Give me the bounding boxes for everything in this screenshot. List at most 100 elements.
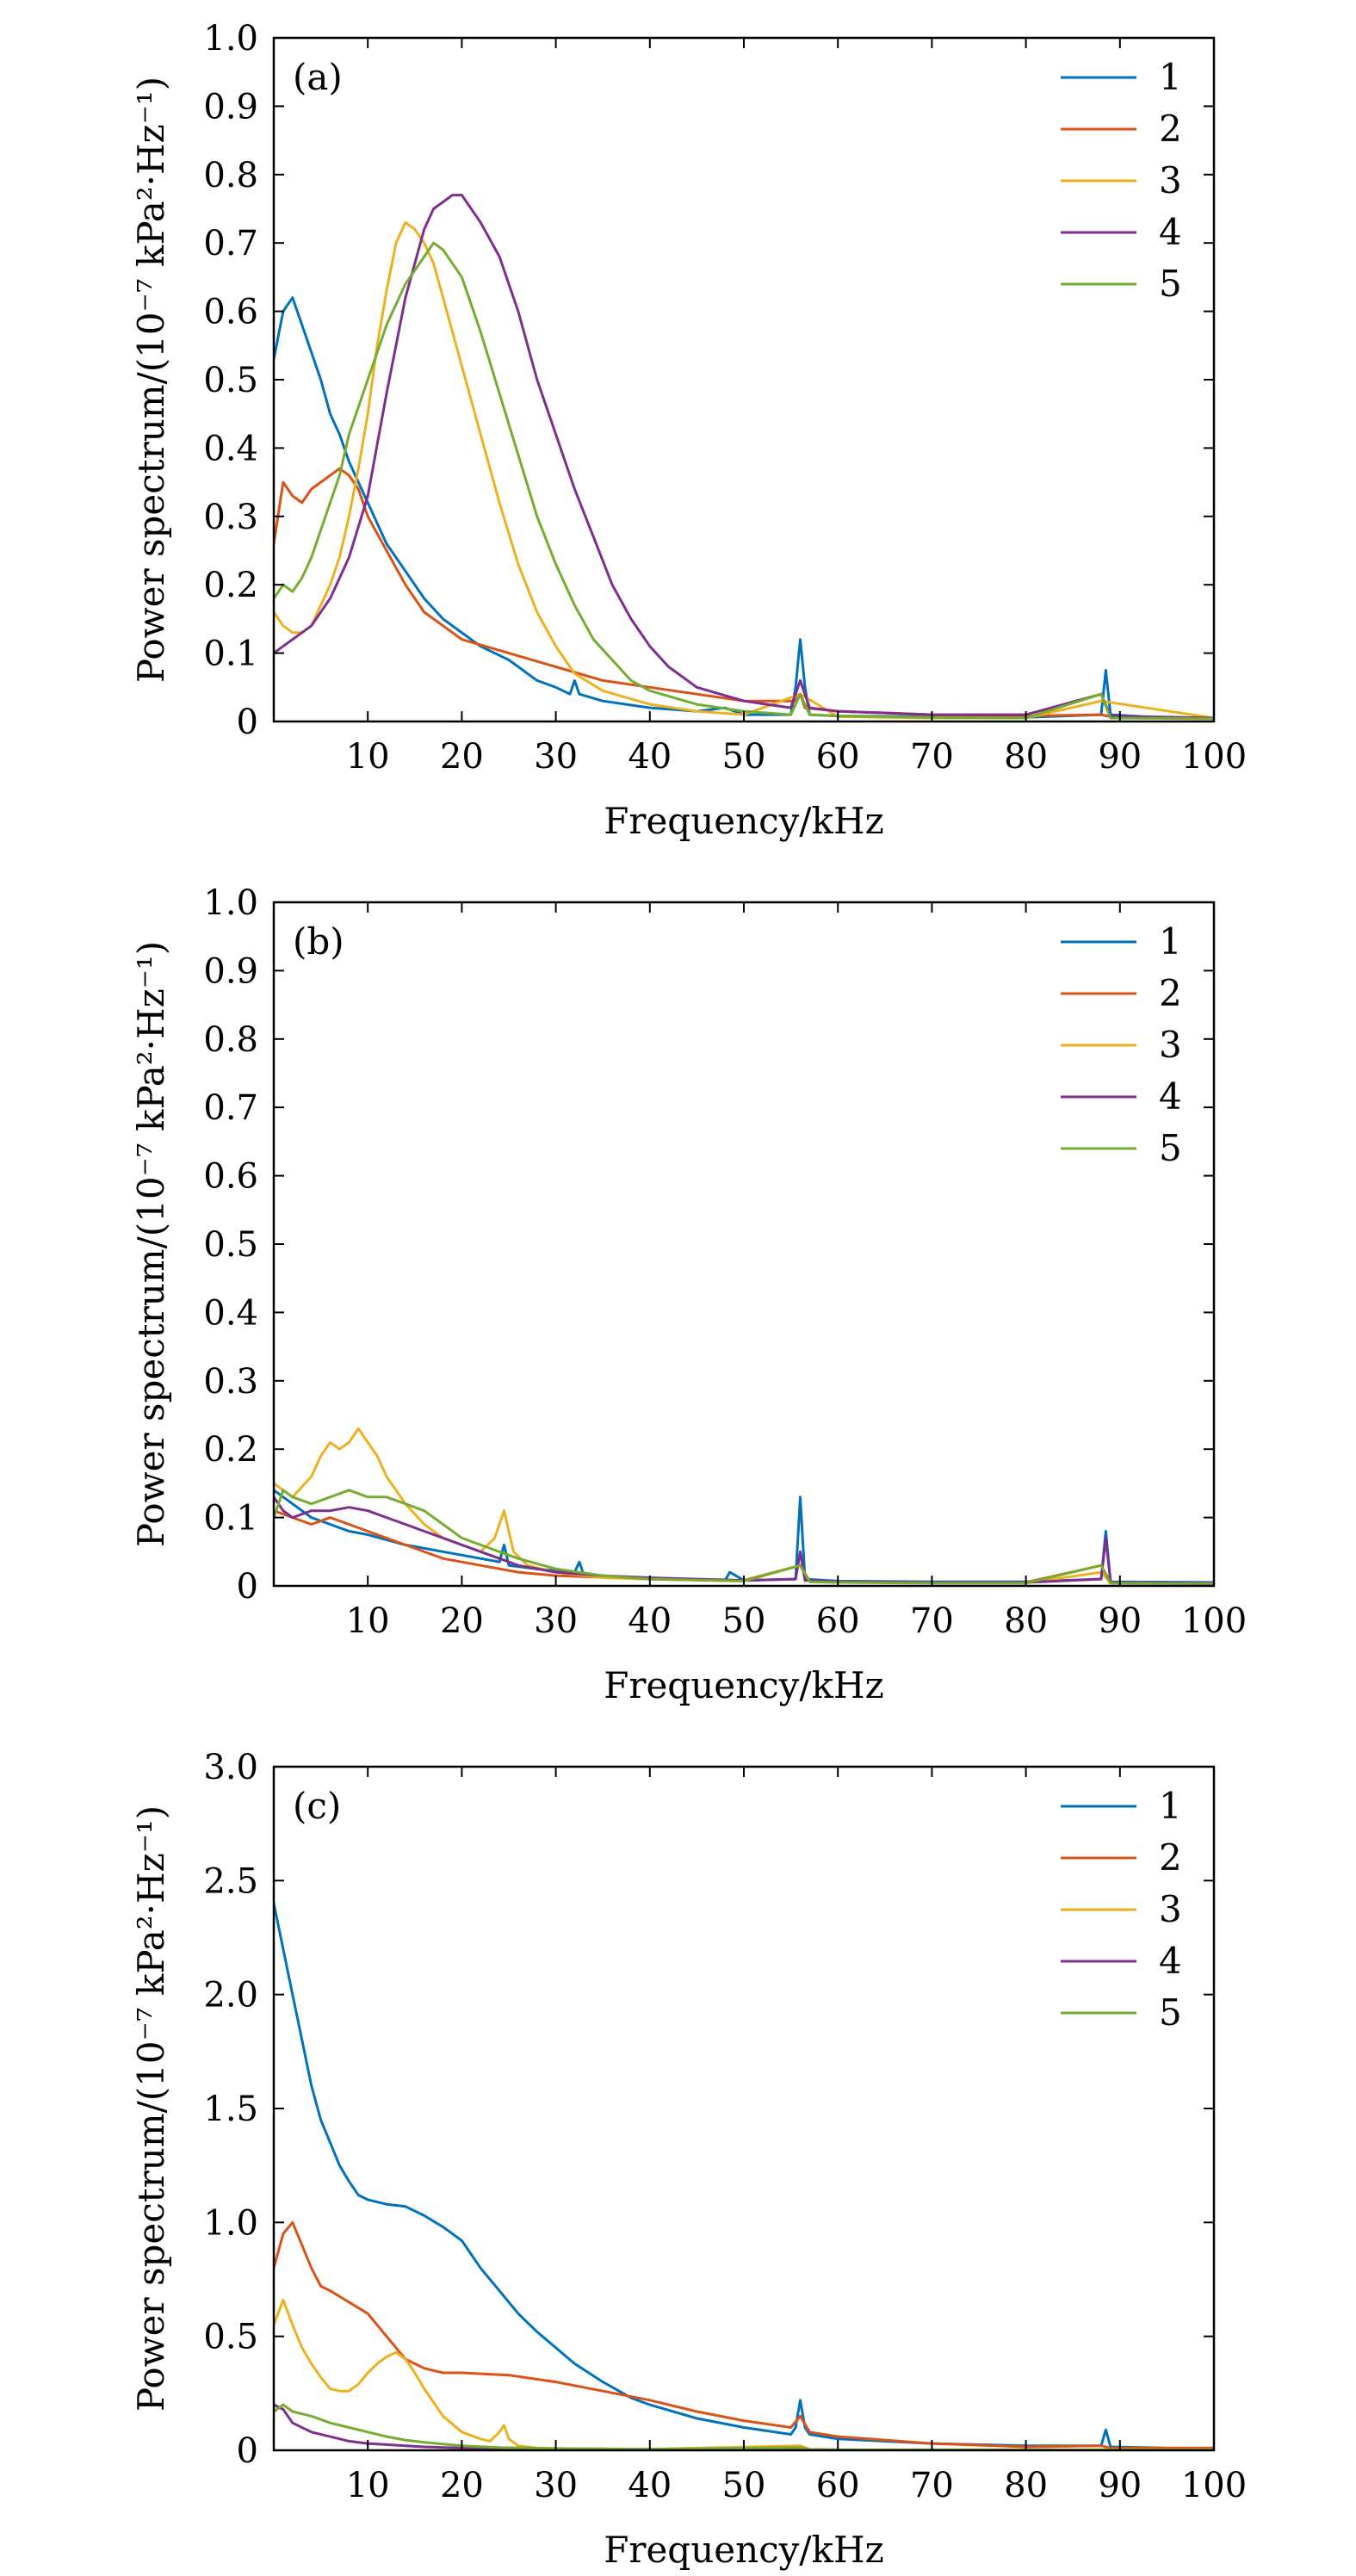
y-tick-label: 1.0: [203, 19, 258, 59]
y-tick-label: 0.1: [203, 635, 258, 674]
y-tick-label: 0.6: [203, 1157, 258, 1197]
x-tick-label: 30: [534, 2466, 578, 2505]
x-tick-label: 100: [1181, 737, 1247, 777]
plot-area: [274, 1427, 1214, 1586]
y-tick-label: 0.9: [203, 87, 258, 127]
x-tick-label: 30: [534, 737, 578, 777]
legend-label-5: 5: [1159, 1127, 1182, 1169]
y-tick-label: 0.1: [203, 1499, 258, 1539]
x-tick-label: 60: [816, 1601, 860, 1641]
y-tick-label: 0.4: [203, 1293, 258, 1333]
y-tick-label: 2.0: [203, 1976, 258, 2016]
y-tick-label: 0.8: [203, 156, 258, 195]
legend-label-4: 4: [1159, 211, 1182, 253]
y-tick-label: 0.7: [203, 224, 258, 263]
series-line-3: [274, 1427, 1214, 1585]
x-tick-label: 10: [346, 2466, 390, 2505]
plot-area: [274, 1902, 1214, 2450]
y-tick-label: 0.8: [203, 1020, 258, 1060]
x-tick-label: 50: [722, 2466, 766, 2505]
y-tick-label: 0.5: [203, 361, 258, 400]
legend-label-5: 5: [1159, 263, 1182, 305]
series-line-1: [274, 1489, 1214, 1584]
legend-label-5: 5: [1159, 1991, 1182, 2034]
legend-label-1: 1: [1159, 920, 1182, 963]
legend-label-2: 2: [1159, 108, 1182, 150]
axes-frame: [272, 901, 1216, 1588]
x-axis-label: Frequency/kHz: [604, 800, 884, 842]
y-tick-label: 1.0: [203, 2203, 258, 2243]
x-tick-label: 10: [346, 737, 390, 777]
x-tick-label: 70: [910, 737, 954, 777]
series-line-4: [274, 1495, 1214, 1585]
legend-label-4: 4: [1159, 1075, 1182, 1118]
legend-label-2: 2: [1159, 972, 1182, 1014]
panel-label: (c): [293, 1785, 341, 1827]
legend: 1 2 3 4 5: [1061, 1785, 1182, 2034]
y-tick-label: 0: [237, 1567, 258, 1607]
x-tick-label: 40: [628, 2466, 672, 2505]
series-line-5: [274, 241, 1214, 721]
y-tick-label: 0.3: [203, 498, 258, 537]
series-line-2: [274, 2220, 1214, 2449]
x-axis-label: Frequency/kHz: [604, 2529, 884, 2571]
x-tick-label: 10: [346, 1601, 390, 1641]
x-tick-label: 80: [1004, 2466, 1048, 2505]
x-tick-label: 100: [1181, 1601, 1247, 1641]
plot-area: [274, 194, 1214, 721]
x-tick-label: 100: [1181, 2466, 1247, 2505]
x-axis-label: Frequency/kHz: [604, 1664, 884, 1706]
y-tick-label: 0.4: [203, 429, 258, 468]
y-tick-label: 0.7: [203, 1088, 258, 1128]
y-tick-label: 0: [237, 2431, 258, 2471]
legend-label-2: 2: [1159, 1836, 1182, 1879]
x-tick-label: 50: [722, 1601, 766, 1641]
series-line-2: [274, 467, 1214, 720]
x-tick-label: 20: [440, 2466, 484, 2505]
x-tick-label: 90: [1098, 2466, 1142, 2505]
series-line-4: [274, 194, 1214, 720]
x-tick-label: 20: [440, 737, 484, 777]
legend-label-3: 3: [1159, 1024, 1182, 1066]
chart-panel: 10 20 30 40 50 60 70 80 90 100 0 0.5 1.0 1.5 2.0 2.5 3.0…: [130, 1748, 1247, 2571]
y-tick-label: 3.0: [203, 1748, 258, 1787]
y-tick-label: 0: [237, 703, 258, 742]
y-tick-label: 1.5: [203, 2090, 258, 2129]
x-tick-label: 80: [1004, 1601, 1048, 1641]
series-line-1: [274, 296, 1214, 720]
legend-label-1: 1: [1159, 1785, 1182, 1827]
chart-panel: 10 20 30 40 50 60 70 80 90 100 0 0.1 0.2 0.3 0.4 0.5 0.6…: [130, 883, 1247, 1706]
x-tick-label: 80: [1004, 737, 1048, 777]
axes-frame: [272, 36, 1216, 723]
y-tick-label: 0.2: [203, 1430, 258, 1470]
panel-label: (b): [293, 920, 344, 963]
y-tick-label: 0.5: [203, 2318, 258, 2357]
x-tick-label: 60: [816, 2466, 860, 2505]
y-tick-label: 0.9: [203, 951, 258, 991]
y-axis-label: Power spectrum/(10⁻⁷ kPa²·Hz⁻¹): [130, 1805, 172, 2412]
legend-label-3: 3: [1159, 1888, 1182, 1930]
x-tick-label: 60: [816, 737, 860, 777]
x-tick-label: 90: [1098, 737, 1142, 777]
y-tick-label: 0.6: [203, 293, 258, 332]
series-line-5: [274, 2403, 1214, 2450]
axes-frame: [272, 1765, 1216, 2452]
y-tick-label: 1.0: [203, 883, 258, 923]
x-tick-label: 70: [910, 1601, 954, 1641]
y-tick-label: 0.3: [203, 1362, 258, 1402]
x-tick-label: 30: [534, 1601, 578, 1641]
legend-label-1: 1: [1159, 56, 1182, 98]
series-line-1: [274, 1902, 1214, 2449]
series-line-3: [274, 220, 1214, 720]
legend: 1 2 3 4 5: [1061, 56, 1182, 305]
x-tick-label: 50: [722, 737, 766, 777]
x-tick-label: 70: [910, 2466, 954, 2505]
legend-label-3: 3: [1159, 159, 1182, 201]
y-axis-label: Power spectrum/(10⁻⁷ kPa²·Hz⁻¹): [130, 941, 172, 1547]
x-tick-label: 20: [440, 1601, 484, 1641]
series-line-5: [274, 1489, 1214, 1586]
legend-label-4: 4: [1159, 1940, 1182, 1982]
y-tick-label: 0.2: [203, 566, 258, 605]
x-tick-label: 40: [628, 737, 672, 777]
